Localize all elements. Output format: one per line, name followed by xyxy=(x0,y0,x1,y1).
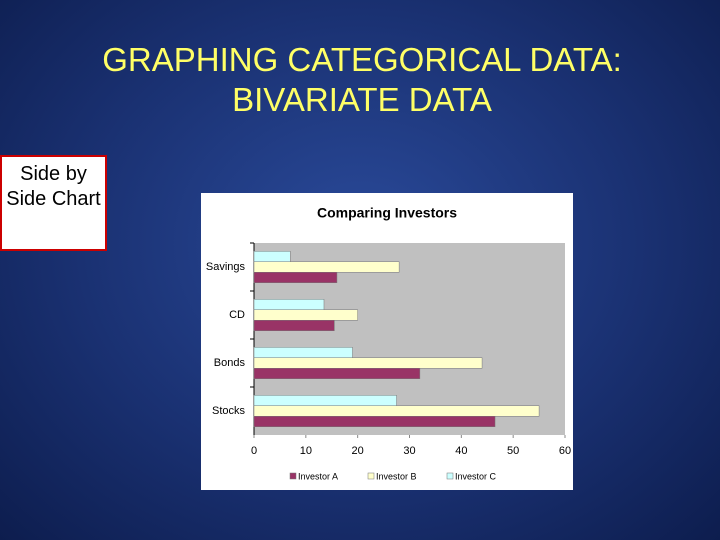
x-tick-label: 60 xyxy=(559,445,571,457)
x-tick-label: 0 xyxy=(251,445,257,457)
y-tick-label: Stocks xyxy=(212,405,246,417)
legend-label: Investor C xyxy=(455,471,497,481)
bar xyxy=(253,357,483,369)
bar xyxy=(253,272,338,283)
bar xyxy=(253,416,496,427)
bar xyxy=(253,261,400,273)
y-tick-label: CD xyxy=(229,309,245,321)
x-tick-label: 20 xyxy=(352,445,364,457)
legend-swatch xyxy=(367,472,375,480)
chart-title: Comparing Investors xyxy=(317,205,457,221)
bar xyxy=(253,395,397,406)
slide-title: GRAPHING CATEGORICAL DATA: BIVARIATE DAT… xyxy=(0,40,720,120)
x-tick-label: 10 xyxy=(300,445,312,457)
bar xyxy=(253,299,325,310)
side-label: Side by Side Chart xyxy=(0,155,107,251)
bar xyxy=(253,309,358,321)
bar xyxy=(253,347,353,358)
bar xyxy=(253,320,335,331)
title-line: GRAPHING CATEGORICAL DATA: xyxy=(102,41,622,78)
y-tick-label: Savings xyxy=(206,261,246,273)
x-tick-label: 30 xyxy=(403,445,415,457)
bar xyxy=(253,251,291,262)
x-tick-label: 40 xyxy=(455,445,467,457)
bar xyxy=(253,405,540,417)
legend-label: Investor A xyxy=(298,471,338,481)
title-line: BIVARIATE DATA xyxy=(232,81,492,118)
bar xyxy=(253,368,421,379)
x-tick-label: 50 xyxy=(507,445,519,457)
legend-swatch xyxy=(446,472,454,480)
legend-label: Investor B xyxy=(376,471,417,481)
y-tick-label: Bonds xyxy=(214,357,246,369)
legend-swatch xyxy=(289,472,297,480)
